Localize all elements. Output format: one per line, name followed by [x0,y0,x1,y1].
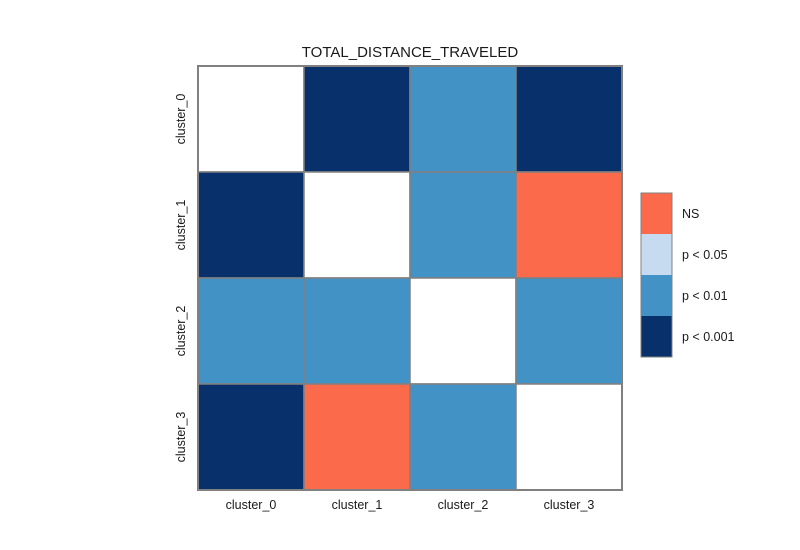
heatmap-cell-cluster_3-cluster_2 [409,383,517,491]
x-tick-label: cluster_3 [544,498,595,512]
heatmap-border [197,65,623,491]
y-tick-labels: cluster_0 cluster_1 cluster_2 cluster_3 [174,94,188,463]
heatmap-cell-cluster_1-cluster_2 [409,171,517,279]
heatmap-cell-cluster_3-cluster_3 [515,383,623,491]
heatmap-cell-cluster_1-cluster_1 [303,171,411,279]
x-tick-label: cluster_2 [438,498,489,512]
heatmap-cell-cluster_0-cluster_3 [515,65,623,173]
legend-label: p < 0.001 [682,330,735,344]
heatmap-cells [197,65,623,491]
heatmap-cell-cluster_1-cluster_3 [515,171,623,279]
legend-swatch [641,234,672,275]
legend-swatch [641,316,672,357]
legend-swatch [641,275,672,316]
y-tick-label: cluster_3 [174,412,188,463]
y-tick-label: cluster_2 [174,306,188,357]
heatmap-cell-cluster_2-cluster_0 [197,277,305,385]
legend-border [640,192,673,358]
heatmap-cell-cluster_2-cluster_2 [409,277,517,385]
x-tick-label: cluster_0 [226,498,277,512]
heatmap-cell-cluster_0-cluster_1 [303,65,411,173]
chart-title: TOTAL_DISTANCE_TRAVELED [302,44,519,61]
heatmap-cell-cluster_2-cluster_1 [303,277,411,385]
legend: NS p < 0.05 p < 0.01 p < 0.001 [640,192,735,358]
legend-label: p < 0.01 [682,289,728,303]
heatmap-cell-cluster_2-cluster_3 [515,277,623,385]
heatmap-cell-cluster_0-cluster_2 [409,65,517,173]
x-tick-labels: cluster_0 cluster_1 cluster_2 cluster_3 [226,498,595,512]
legend-label: NS [682,207,699,221]
y-tick-label: cluster_1 [174,200,188,251]
heatmap-cell-cluster_1-cluster_0 [197,171,305,279]
x-tick-label: cluster_1 [332,498,383,512]
legend-label: p < 0.05 [682,248,728,262]
heatmap-cell-cluster_3-cluster_0 [197,383,305,491]
y-tick-label: cluster_0 [174,94,188,145]
heatmap-cell-cluster_0-cluster_0 [197,65,305,173]
heatmap-cell-cluster_3-cluster_1 [303,383,411,491]
legend-swatch [641,193,672,234]
